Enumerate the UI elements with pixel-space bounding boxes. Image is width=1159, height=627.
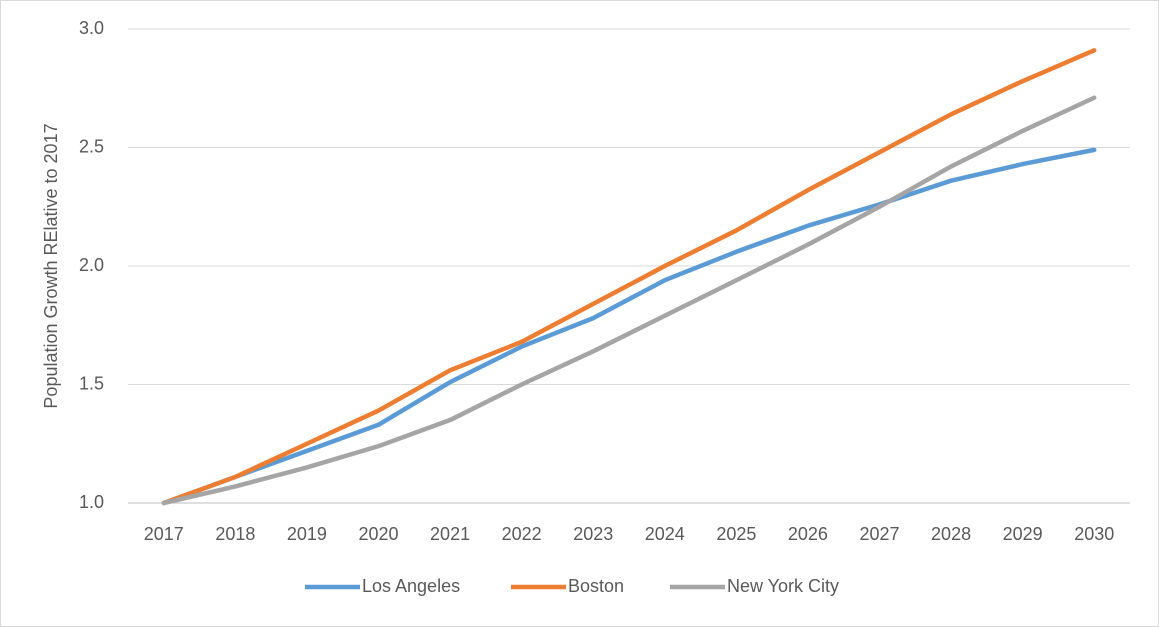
x-tick-label: 2029 — [1003, 524, 1043, 544]
series-line — [161, 48, 1097, 506]
y-tick-label: 2.5 — [79, 136, 104, 156]
x-tick-label: 2021 — [430, 524, 470, 544]
legend-label: New York City — [727, 576, 839, 596]
x-tick-label: 2028 — [931, 524, 971, 544]
x-tick-label: 2030 — [1074, 524, 1114, 544]
y-tick-label: 1.5 — [79, 373, 104, 393]
y-tick-label: 1.0 — [79, 492, 104, 512]
x-tick-label: 2019 — [287, 524, 327, 544]
x-tick-label: 2023 — [573, 524, 613, 544]
series-line — [161, 147, 1097, 506]
y-tick-label: 3.0 — [79, 18, 104, 38]
legend-label: Boston — [568, 576, 624, 596]
legend-label: Los Angeles — [362, 576, 460, 596]
y-axis-label: Population Growth RElative to 2017 — [41, 123, 61, 408]
y-tick-label: 2.0 — [79, 255, 104, 275]
x-tick-label: 2020 — [358, 524, 398, 544]
x-tick-label: 2026 — [788, 524, 828, 544]
x-tick-label: 2018 — [215, 524, 255, 544]
x-tick-label: 2024 — [645, 524, 685, 544]
x-tick-label: 2017 — [144, 524, 184, 544]
x-tick-label: 2022 — [502, 524, 542, 544]
x-tick-label: 2025 — [716, 524, 756, 544]
series-line — [161, 95, 1097, 506]
x-tick-label: 2027 — [859, 524, 899, 544]
